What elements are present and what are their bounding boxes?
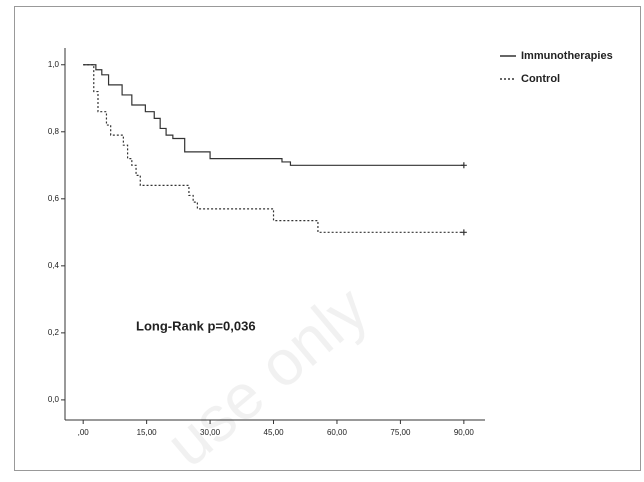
x-tick-label: ,00: [78, 428, 90, 437]
y-tick-label: 0,6: [48, 194, 60, 203]
y-tick-label: 0,2: [48, 328, 60, 337]
legend-label: Immunotherapies: [521, 50, 613, 62]
survival-line: [83, 64, 464, 233]
x-tick-label: 15,00: [137, 428, 158, 437]
legend-label: Control: [521, 73, 560, 85]
y-tick-label: 0,4: [48, 261, 60, 270]
x-tick-label: 75,00: [390, 428, 411, 437]
annotation: Long-Rank p=0,036: [136, 318, 256, 333]
censor-mark: [460, 162, 467, 169]
watermark: use only: [152, 272, 381, 480]
y-tick-label: 1,0: [48, 60, 60, 69]
x-tick-label: 60,00: [327, 428, 348, 437]
y-tick-label: 0,0: [48, 395, 60, 404]
x-tick-label: 90,00: [454, 428, 475, 437]
x-tick-label: 45,00: [264, 428, 285, 437]
survival-line: [83, 64, 464, 166]
frame: [14, 6, 641, 471]
censor-mark: [460, 229, 467, 236]
x-tick-label: 30,00: [200, 428, 221, 437]
y-tick-label: 0,8: [48, 127, 60, 136]
